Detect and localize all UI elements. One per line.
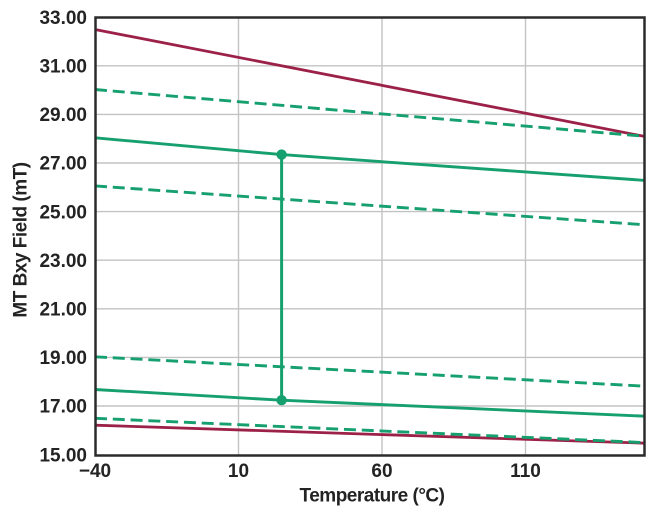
- svg-text:110: 110: [510, 461, 541, 482]
- svg-text:MT Bxy Field (mT): MT Bxy Field (mT): [11, 162, 32, 317]
- svg-text:25.00: 25.00: [39, 202, 87, 223]
- svg-text:60: 60: [371, 461, 392, 482]
- svg-text:10: 10: [228, 461, 249, 482]
- svg-text:31.00: 31.00: [39, 57, 87, 78]
- svg-text:Temperature (°C): Temperature (°C): [300, 486, 445, 507]
- svg-text:33.00: 33.00: [39, 8, 87, 29]
- svg-text:21.00: 21.00: [39, 300, 87, 321]
- svg-text:15.00: 15.00: [39, 445, 87, 466]
- svg-text:29.00: 29.00: [39, 105, 87, 126]
- svg-text:27.00: 27.00: [39, 154, 87, 175]
- svg-text:19.00: 19.00: [39, 348, 87, 369]
- svg-text:17.00: 17.00: [39, 397, 87, 418]
- svg-text:−40: −40: [79, 461, 111, 482]
- svg-text:23.00: 23.00: [39, 251, 87, 272]
